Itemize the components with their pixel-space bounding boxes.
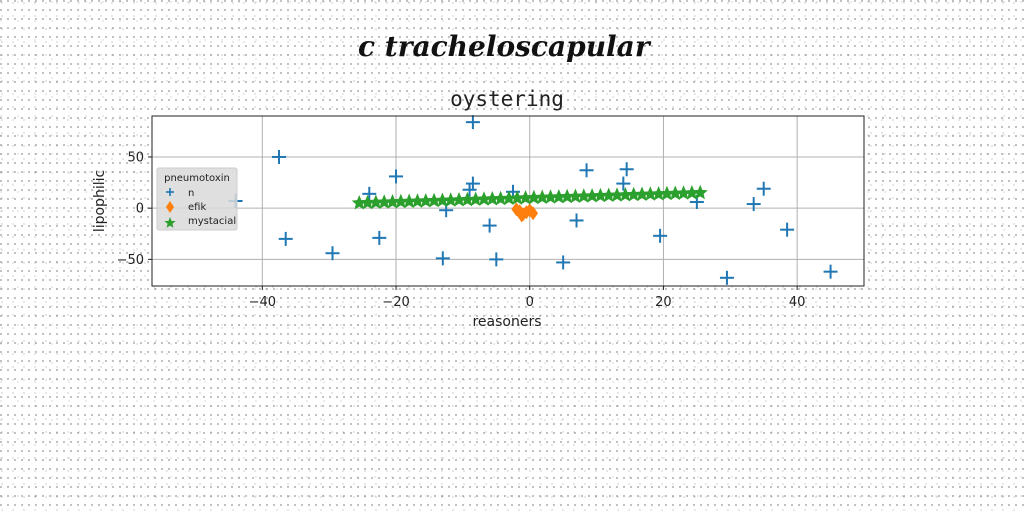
legend-title: pneumotoxin (164, 173, 230, 184)
point-mystacial (584, 188, 600, 203)
y-tick-label: 50 (127, 150, 144, 165)
point-mystacial (559, 188, 575, 204)
point-mystacial (617, 187, 633, 202)
point-n (462, 182, 477, 197)
x-tick-label: 40 (789, 295, 806, 310)
legend-label-n: n (188, 188, 194, 199)
point-n (780, 222, 795, 237)
y-tick-label: −50 (117, 253, 144, 268)
point-n (465, 115, 480, 130)
legend-marker-efik (166, 201, 174, 213)
legend-label-efik: efik (188, 202, 206, 213)
point-mystacial (401, 193, 417, 209)
point-n (325, 246, 340, 261)
point-mystacial (684, 185, 700, 200)
legend-label-mystacial: mystacial (188, 216, 236, 227)
point-n (823, 264, 838, 279)
point-mystacial (534, 189, 550, 205)
point-n (372, 230, 387, 245)
point-mystacial (542, 189, 559, 204)
point-mystacial (626, 186, 642, 202)
point-n (719, 270, 734, 285)
point-mystacial (468, 191, 484, 207)
point-mystacial (351, 195, 367, 210)
point-mystacial (517, 190, 534, 205)
legend-box (156, 167, 238, 231)
point-mystacial (509, 190, 525, 205)
series-layer (228, 115, 838, 285)
point-n (362, 186, 377, 201)
x-tick-label: 0 (526, 295, 534, 310)
legend-marker-mystacial (164, 217, 176, 228)
point-mystacial (667, 185, 683, 201)
point-n (389, 169, 404, 184)
point-n (489, 252, 504, 267)
point-mystacial (434, 192, 451, 208)
point-mystacial (409, 193, 426, 208)
point-n (482, 218, 497, 233)
point-mystacial (359, 194, 376, 210)
point-mystacial (426, 192, 442, 208)
x-tick-label: −40 (249, 295, 276, 310)
point-mystacial (576, 188, 592, 203)
point-mystacial (451, 192, 467, 207)
point-mystacial (368, 194, 384, 210)
point-mystacial (651, 186, 667, 201)
point-mystacial (567, 188, 584, 204)
point-n (579, 163, 594, 178)
x-tick-label: −20 (382, 295, 409, 310)
point-n (278, 231, 293, 246)
legend-marker-n (166, 188, 174, 196)
point-n (616, 176, 631, 191)
point-n (756, 181, 771, 196)
point-mystacial (493, 190, 509, 206)
point-n (272, 149, 287, 164)
point-mystacial (501, 190, 517, 206)
point-mystacial (459, 191, 475, 207)
figure-suptitle: c tracheloscapular (358, 30, 650, 63)
point-mystacial (675, 185, 692, 200)
point-n (435, 251, 450, 266)
point-n (556, 255, 571, 270)
point-mystacial (634, 186, 650, 202)
point-mystacial (476, 191, 492, 206)
point-n (569, 213, 584, 228)
point-mystacial (659, 185, 675, 201)
x-axis-label: reasoners (472, 314, 541, 330)
point-mystacial (592, 187, 609, 203)
y-tick-label: 0 (136, 202, 144, 217)
point-mystacial (601, 187, 617, 203)
point-mystacial (443, 192, 459, 207)
point-mystacial (551, 189, 567, 204)
point-n (746, 197, 761, 212)
point-n (619, 162, 634, 177)
x-tick-label: 20 (655, 295, 672, 310)
point-mystacial (692, 184, 708, 200)
y-axis-label: lipophilic (92, 170, 108, 232)
point-mystacial (526, 189, 542, 205)
point-mystacial (393, 193, 409, 209)
point-mystacial (384, 194, 401, 209)
point-n (465, 176, 480, 191)
point-n (653, 228, 668, 243)
point-efik (516, 208, 527, 223)
grid-lines (152, 116, 864, 286)
point-mystacial (609, 187, 625, 202)
point-efik (528, 206, 539, 221)
point-mystacial (376, 194, 392, 209)
point-mystacial (484, 191, 500, 206)
plot-frame (151, 115, 865, 287)
axis-ticks: −40 −20 0 20 40 −50 0 50 (117, 150, 806, 310)
point-mystacial (418, 193, 434, 208)
plot-title: oystering (450, 87, 564, 111)
legend: pneumotoxin n efik mystacial (156, 167, 238, 231)
point-mystacial (642, 186, 658, 201)
